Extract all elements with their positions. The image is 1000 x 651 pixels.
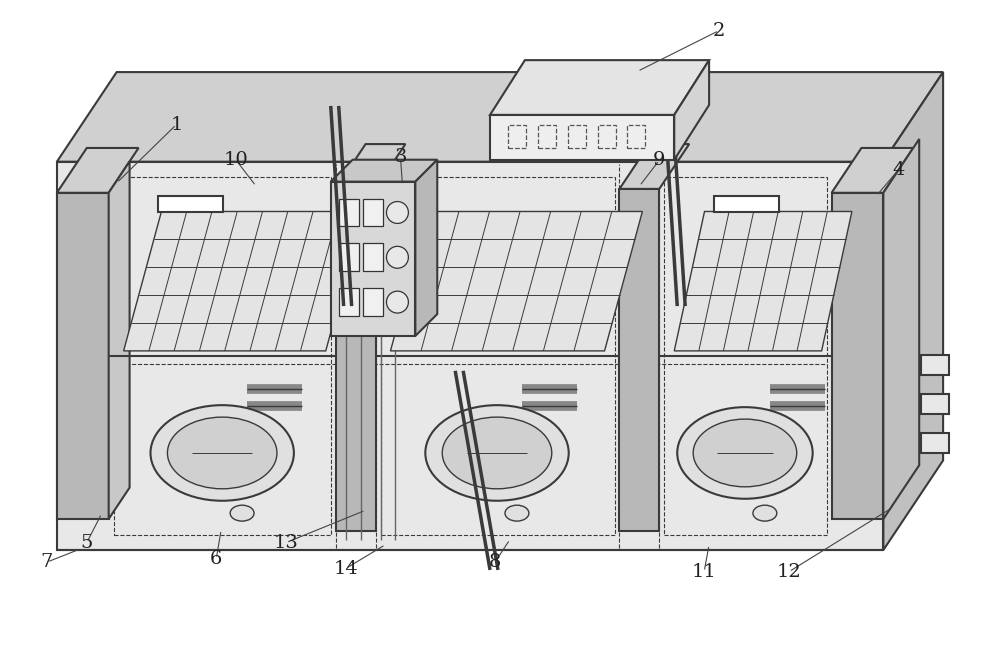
Polygon shape xyxy=(331,159,437,182)
Polygon shape xyxy=(57,148,139,193)
Polygon shape xyxy=(490,115,674,159)
Text: 8: 8 xyxy=(489,553,501,571)
Polygon shape xyxy=(832,148,913,193)
Text: 12: 12 xyxy=(776,563,801,581)
Bar xyxy=(627,125,645,148)
Bar xyxy=(381,176,615,535)
Polygon shape xyxy=(619,144,689,189)
Ellipse shape xyxy=(230,505,254,521)
Bar xyxy=(158,196,223,212)
Bar xyxy=(714,196,779,212)
Polygon shape xyxy=(331,182,415,336)
Polygon shape xyxy=(336,189,376,531)
Polygon shape xyxy=(674,212,852,351)
Ellipse shape xyxy=(505,505,529,521)
Bar xyxy=(339,199,359,227)
Ellipse shape xyxy=(167,417,277,489)
Polygon shape xyxy=(124,212,364,351)
Text: 14: 14 xyxy=(333,560,358,577)
Polygon shape xyxy=(336,144,405,189)
Polygon shape xyxy=(390,212,642,351)
Text: 6: 6 xyxy=(210,550,222,568)
Bar xyxy=(339,288,359,316)
Text: 5: 5 xyxy=(81,534,93,551)
Ellipse shape xyxy=(753,505,777,521)
Polygon shape xyxy=(57,193,109,519)
Bar xyxy=(664,176,827,535)
Bar xyxy=(339,243,359,271)
Text: 4: 4 xyxy=(892,161,904,179)
Text: 1: 1 xyxy=(170,115,183,133)
Bar xyxy=(921,395,949,414)
Polygon shape xyxy=(883,72,943,550)
Text: 7: 7 xyxy=(41,553,53,571)
Text: 9: 9 xyxy=(653,151,666,169)
Ellipse shape xyxy=(693,419,797,487)
Ellipse shape xyxy=(442,417,552,489)
Polygon shape xyxy=(57,72,943,161)
Text: 11: 11 xyxy=(692,563,717,581)
Bar xyxy=(921,433,949,453)
Ellipse shape xyxy=(425,405,569,501)
Polygon shape xyxy=(883,139,919,519)
Ellipse shape xyxy=(150,405,294,501)
Polygon shape xyxy=(109,161,130,519)
Ellipse shape xyxy=(386,291,408,313)
Text: 13: 13 xyxy=(273,534,298,551)
Ellipse shape xyxy=(386,246,408,268)
Text: 2: 2 xyxy=(713,21,725,40)
Bar xyxy=(363,199,383,227)
Polygon shape xyxy=(490,60,709,115)
Bar xyxy=(921,355,949,375)
Bar xyxy=(114,176,331,535)
Ellipse shape xyxy=(386,202,408,223)
Bar xyxy=(538,125,556,148)
Polygon shape xyxy=(57,161,883,550)
Bar xyxy=(598,125,616,148)
Text: 3: 3 xyxy=(394,148,407,166)
Polygon shape xyxy=(674,60,709,159)
Polygon shape xyxy=(415,159,437,336)
Ellipse shape xyxy=(677,407,813,499)
Bar xyxy=(363,288,383,316)
Bar xyxy=(508,125,526,148)
Text: 10: 10 xyxy=(224,151,249,169)
Polygon shape xyxy=(832,193,883,519)
Bar xyxy=(363,243,383,271)
Bar xyxy=(568,125,586,148)
Polygon shape xyxy=(619,189,659,531)
